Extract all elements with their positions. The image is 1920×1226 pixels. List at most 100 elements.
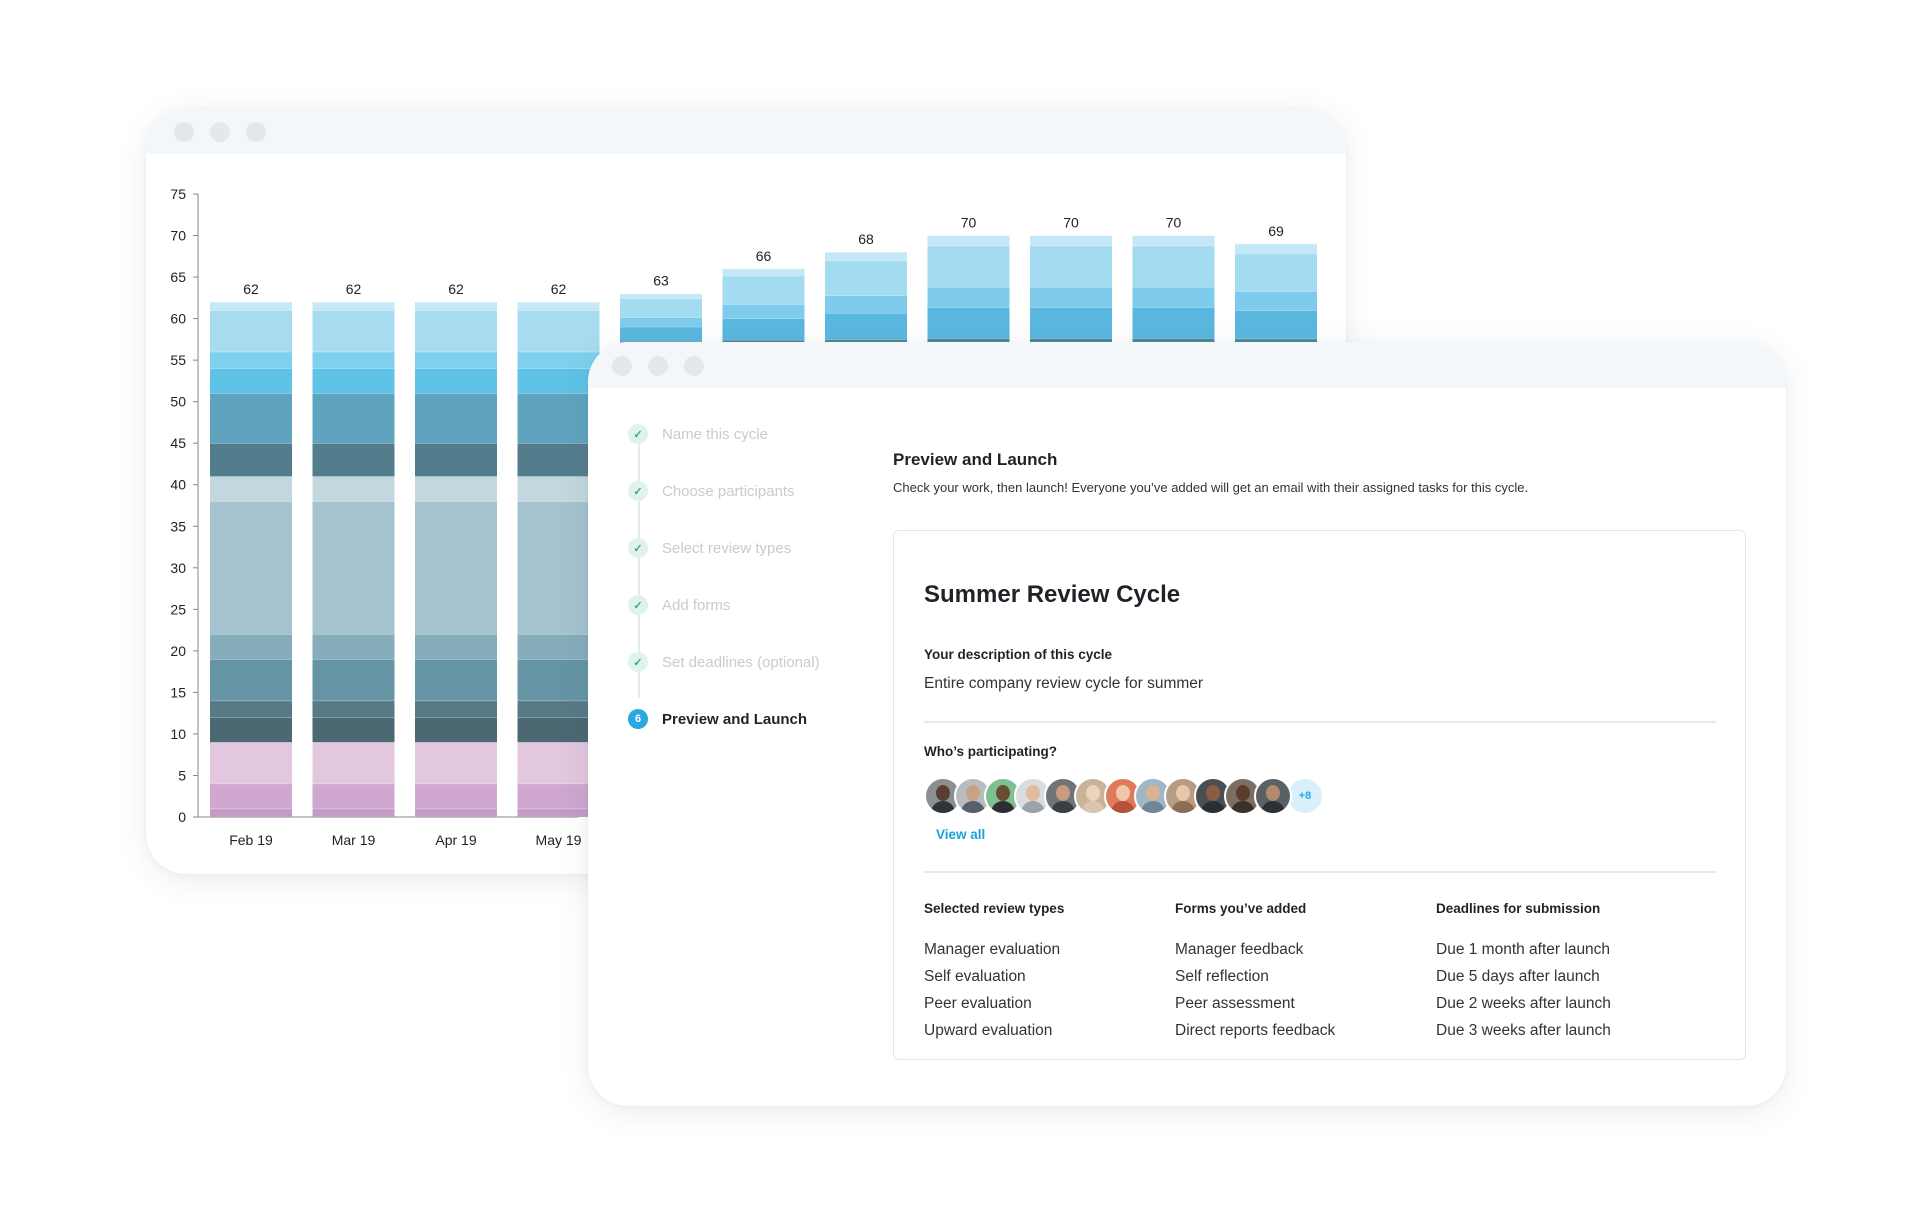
y-tick-label: 0 [178, 809, 186, 825]
bar-segment [210, 634, 292, 660]
step-choose-participants[interactable]: ✓ Choose participants [628, 477, 795, 505]
avatar-body [1261, 801, 1285, 813]
window-dot-maximize[interactable] [246, 122, 266, 142]
step-preview-launch[interactable]: 6 Preview and Launch [628, 705, 807, 733]
avatar-body [1081, 801, 1105, 813]
step-select-review-types[interactable]: ✓ Select review types [628, 534, 791, 562]
bar-segment [620, 293, 702, 299]
bar-segment [312, 393, 395, 444]
step-label: Choose participants [662, 482, 795, 500]
participant-avatar[interactable] [1254, 777, 1292, 815]
window-titlebar [588, 342, 1786, 388]
bar-segment [210, 808, 292, 817]
bar-segment [517, 700, 600, 718]
window-dot-close[interactable] [612, 356, 632, 376]
bar-segment [1030, 286, 1112, 308]
bar-segment [415, 351, 497, 369]
review-type-item: Self evaluation [924, 968, 1026, 985]
bar-segment [1235, 338, 1317, 344]
bar-segment [1132, 286, 1215, 308]
bar-segment [415, 700, 497, 718]
bar-segment [312, 717, 395, 743]
bar-segment [312, 634, 395, 660]
y-tick-label: 15 [170, 684, 186, 700]
bar-segment [927, 307, 1010, 339]
x-tick-label: Feb 19 [229, 832, 273, 848]
step-label: Select review types [662, 539, 792, 557]
window-titlebar [146, 108, 1346, 154]
bar-segment [517, 659, 600, 701]
step-label: Set deadlines (optional) [662, 653, 820, 671]
bar-segment [517, 808, 600, 817]
bar-segment [415, 634, 497, 660]
bar-segment [927, 338, 1010, 344]
bar-segment [210, 301, 292, 311]
window-dot-close[interactable] [174, 122, 194, 142]
step-number-badge: 6 [628, 709, 648, 729]
bar-segment [825, 313, 907, 340]
bar-segment [517, 301, 600, 311]
avatar-body [1111, 801, 1135, 813]
bar-segment [722, 275, 805, 305]
avatar-body [1141, 801, 1165, 813]
bar-segment [1030, 338, 1112, 344]
bar-segment [210, 368, 292, 394]
y-tick-label: 30 [170, 560, 186, 576]
avatar-head [936, 785, 950, 801]
bar-segment [415, 717, 497, 743]
description-text: Entire company review cycle for summer [924, 675, 1204, 692]
bar-segment [1235, 310, 1317, 339]
avatar-body [1021, 801, 1045, 813]
bar-segment [1235, 243, 1317, 254]
bar-segment [312, 501, 395, 635]
bar-segment [517, 443, 600, 477]
column-heading: Selected review types [924, 901, 1065, 916]
avatar-head [966, 785, 980, 801]
x-tick-label: May 19 [536, 832, 582, 848]
bar-segment [415, 310, 497, 352]
bar-segment [415, 368, 497, 394]
y-tick-label: 70 [170, 228, 186, 244]
y-tick-label: 10 [170, 726, 186, 742]
avatar-head [1236, 785, 1250, 801]
form-item: Peer assessment [1175, 995, 1295, 1012]
bar-segment [722, 304, 805, 319]
review-types-column: Selected review types Manager evaluation… [924, 901, 1064, 1044]
avatar-body [991, 801, 1015, 813]
participant-avatar[interactable] [924, 777, 962, 815]
avatar-body [1231, 801, 1255, 813]
avatar-head [1116, 785, 1130, 801]
window-dot-minimize[interactable] [210, 122, 230, 142]
bar-segment [620, 298, 702, 318]
bar-total-label: 70 [1166, 215, 1182, 231]
step-label: Preview and Launch [662, 710, 808, 728]
y-tick-label: 65 [170, 269, 186, 285]
step-name-cycle[interactable]: ✓ Name this cycle [628, 420, 768, 448]
bar-segment [415, 301, 497, 311]
y-tick-label: 60 [170, 311, 186, 327]
avatar-head [996, 785, 1010, 801]
bar-segment [1235, 291, 1317, 311]
bar-segment [210, 476, 292, 502]
check-icon: ✓ [628, 595, 648, 615]
window-dot-maximize[interactable] [684, 356, 704, 376]
bar-segment [415, 742, 497, 784]
page-title: Preview and Launch [893, 450, 1058, 469]
stacked-bar-chart: 0 5 10 15 20 25 30 35 40 45 50 55 60 65 70 75 62 Feb 19 62… [170, 186, 1317, 848]
column-heading: Deadlines for submission [1436, 901, 1601, 916]
bar-segment [722, 339, 805, 344]
bar-segment [620, 326, 702, 342]
step-set-deadlines[interactable]: ✓ Set deadlines (optional) [628, 648, 820, 676]
window-dot-minimize[interactable] [648, 356, 668, 376]
avatar-body [931, 801, 955, 813]
bar-segment [927, 245, 1010, 287]
bar-segment [1132, 245, 1215, 287]
view-all-link[interactable]: View all [936, 827, 986, 842]
bar-segment [825, 339, 907, 344]
bar-segment [210, 501, 292, 635]
bar-segment [415, 393, 497, 444]
bar-segment [517, 368, 600, 394]
bar-segment [415, 808, 497, 817]
bar-total-label: 62 [448, 281, 464, 297]
step-add-forms[interactable]: ✓ Add forms [628, 591, 730, 619]
